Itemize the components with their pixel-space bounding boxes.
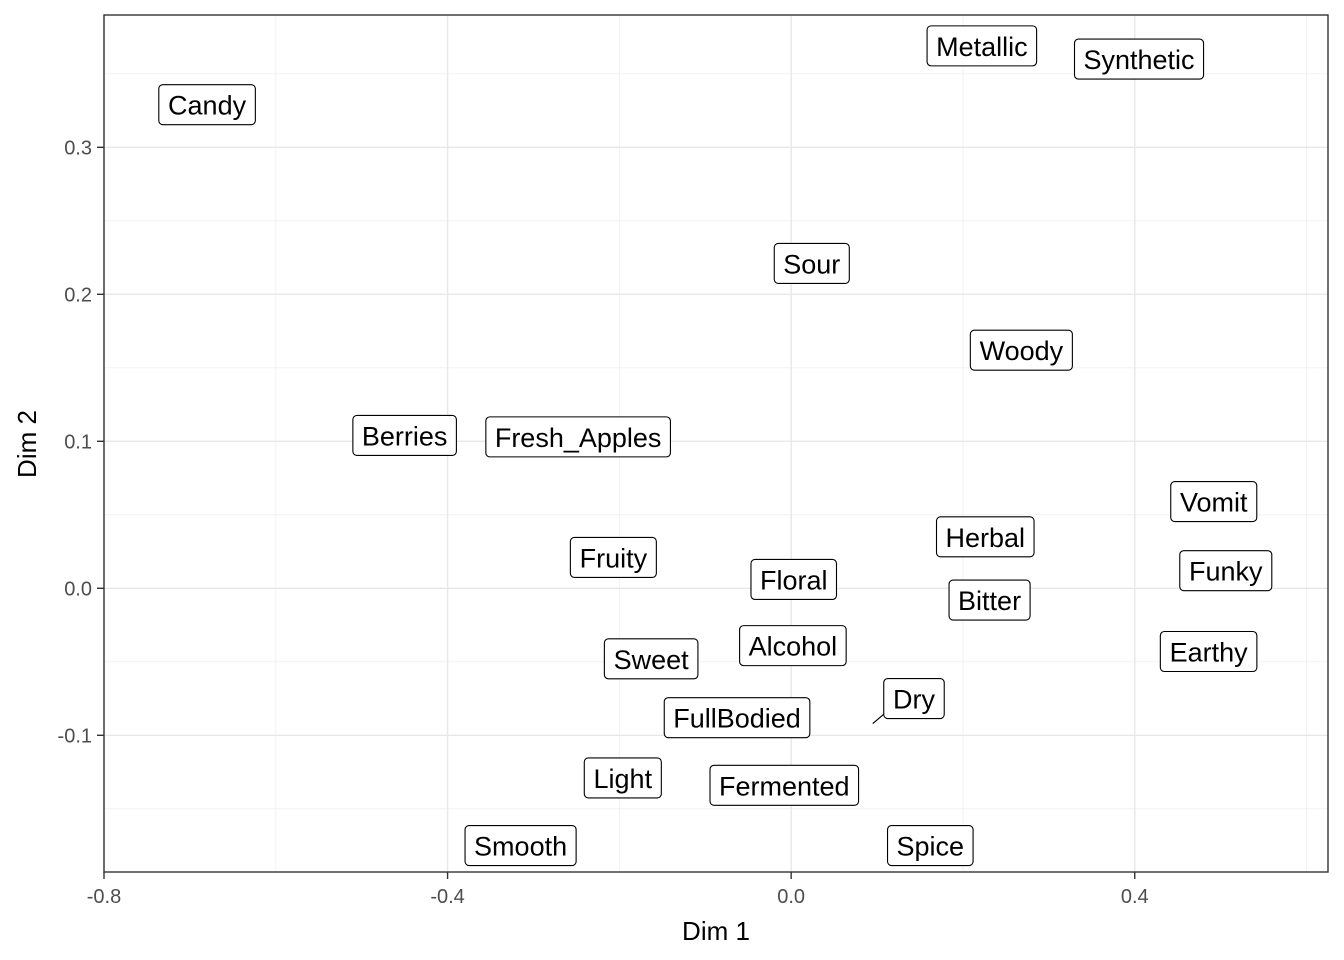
point-label-box	[926, 25, 1038, 67]
point-label-box	[603, 638, 699, 680]
point-label-group: Dry	[883, 677, 945, 720]
point-label: Woody	[980, 336, 1064, 366]
point-label-box	[569, 536, 657, 578]
point-label: Berries	[362, 421, 448, 451]
point-label: Sour	[783, 249, 840, 279]
point-label-group: Alcohol	[739, 625, 847, 667]
point-label-group: Sour	[773, 242, 850, 284]
point-label-box	[663, 697, 811, 739]
point-label-box	[750, 558, 838, 601]
point-label-box	[158, 84, 256, 126]
point-label-group: Floral	[750, 558, 838, 601]
point-label-group: Vomit	[1170, 481, 1258, 523]
point-label-group: Herbal	[935, 516, 1035, 558]
point-label: Fermented	[719, 771, 850, 801]
y-tick-label: 0.2	[64, 284, 92, 306]
point-label: Synthetic	[1084, 45, 1195, 75]
point-label: Metallic	[936, 32, 1028, 62]
point-label-box	[464, 824, 577, 867]
point-label-group: Funky	[1179, 550, 1273, 592]
y-tick-label: 0.1	[64, 431, 92, 453]
x-axis-title: Dim 1	[682, 916, 750, 946]
point-label: Spice	[897, 832, 965, 862]
point-label-group: Fresh_Apples	[485, 416, 671, 458]
point-label-group: Woody	[969, 329, 1073, 371]
point-label: Funky	[1189, 557, 1263, 587]
y-axis-title: Dim 2	[12, 410, 42, 478]
point-label: Light	[594, 764, 653, 794]
point-label-group: Candy	[158, 84, 256, 126]
point-label-box	[948, 579, 1031, 621]
point-label-box	[935, 516, 1035, 558]
point-labels: Candy Metallic Synthetic Sour Woody Berries Fr…	[158, 25, 1273, 867]
x-tick-label: 0.0	[777, 886, 805, 908]
y-tick-label: 0.0	[64, 578, 92, 600]
x-tick-label: 0.4	[1121, 886, 1149, 908]
point-label: Earthy	[1170, 638, 1249, 668]
point-label-group: Fruity	[569, 536, 657, 578]
point-label: Herbal	[946, 523, 1026, 553]
point-label-box	[352, 414, 457, 456]
point-label: Dry	[893, 685, 935, 715]
point-label-box	[583, 757, 662, 799]
point-label-group: Spice	[886, 824, 974, 867]
point-label-box	[1073, 38, 1205, 80]
point-label-group: Smooth	[464, 824, 577, 867]
point-label: Floral	[760, 565, 828, 595]
point-label-group: FullBodied	[663, 697, 811, 739]
x-axis: -0.8 -0.4 0.0 0.4	[87, 872, 1149, 908]
x-tick-label: -0.4	[430, 886, 464, 908]
point-label: Fruity	[580, 543, 648, 573]
point-label: FullBodied	[673, 704, 801, 734]
point-label: Alcohol	[749, 632, 838, 662]
point-label-box	[886, 824, 974, 867]
y-tick-label: 0.3	[64, 137, 92, 159]
point-label-box	[739, 625, 847, 667]
plot-border	[103, 14, 1329, 873]
point-label-group: Bitter	[948, 579, 1031, 621]
y-tick-label: -0.1	[58, 725, 92, 747]
point-label-box	[1179, 550, 1273, 592]
point-label: Smooth	[474, 832, 567, 862]
point-label: Bitter	[958, 586, 1021, 616]
point-label: Sweet	[614, 645, 690, 675]
point-label-group: Earthy	[1159, 630, 1258, 673]
point-label-group: Synthetic	[1073, 38, 1205, 80]
point-label-group: Metallic	[926, 25, 1038, 67]
point-label-box	[773, 242, 850, 284]
point-label: Candy	[168, 91, 247, 121]
point-label-box	[969, 329, 1073, 371]
point-label-group: Light	[583, 757, 662, 799]
point-label-group: Berries	[352, 414, 457, 456]
point-label-group: Sweet	[603, 638, 699, 680]
point-label-group: Fermented	[709, 764, 860, 806]
point-label-box	[485, 416, 671, 458]
y-axis: -0.1 0.0 0.1 0.2 0.3	[58, 137, 104, 747]
point-label-box	[1170, 481, 1258, 523]
point-label: Fresh_Apples	[495, 423, 662, 453]
x-tick-label: -0.8	[87, 886, 121, 908]
point-label-box	[709, 764, 860, 806]
point-label-box	[1159, 630, 1258, 673]
point-label-box	[883, 677, 945, 720]
point-label: Vomit	[1180, 488, 1248, 518]
plot-background	[104, 15, 1328, 872]
